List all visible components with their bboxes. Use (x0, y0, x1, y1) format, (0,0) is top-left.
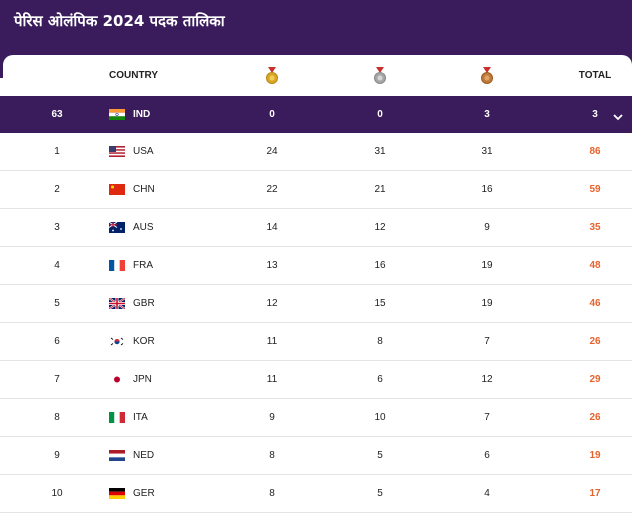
japan-flag-icon (109, 374, 125, 385)
country-code: KOR (133, 336, 155, 347)
silver-count: 16 (374, 260, 386, 271)
bronze-count: 4 (484, 488, 490, 499)
total-count: 17 (589, 488, 601, 499)
silver-count: 21 (374, 184, 386, 195)
silver-count: 15 (374, 298, 386, 309)
rank: 3 (54, 222, 60, 233)
bronze-count: 12 (481, 374, 493, 385)
gold-count: 9 (269, 412, 275, 423)
bronze-count: 19 (481, 298, 493, 309)
bronze-count: 16 (481, 184, 493, 195)
rank: 63 (51, 109, 63, 120)
total-count: 26 (589, 336, 601, 347)
silver-count: 0 (377, 109, 383, 120)
column-country: COUNTRY (109, 70, 159, 81)
table-row[interactable]: 6 KOR 11 8 7 26 (0, 323, 632, 361)
usa-flag-icon (109, 146, 125, 157)
table-row[interactable]: 5 GBR 12 15 19 46 (0, 285, 632, 323)
table-row[interactable]: 3 AUS 14 12 9 35 (0, 209, 632, 247)
gold-count: 8 (269, 488, 275, 499)
italy-flag-icon (109, 412, 125, 423)
total-count: 48 (589, 260, 601, 271)
uk-flag-icon (109, 298, 125, 309)
gold-count: 22 (266, 184, 278, 195)
country-code: JPN (133, 374, 152, 385)
gold-count: 24 (266, 146, 278, 157)
bronze-count: 31 (481, 146, 493, 157)
bronze-count: 7 (484, 336, 490, 347)
silver-medal-icon (373, 66, 387, 85)
bronze-medal-icon (480, 66, 494, 85)
table-row[interactable]: 9 NED 8 5 6 19 (0, 437, 632, 475)
table-row[interactable]: 1 USA 24 31 31 86 (0, 133, 632, 171)
page-title: पेरिस ओलंपिक 2024 पदक तालिका (14, 12, 225, 30)
silver-count: 5 (377, 450, 383, 461)
table-row[interactable]: 4 FRA 13 16 19 48 (0, 247, 632, 285)
gold-count: 13 (266, 260, 278, 271)
total-count: 59 (589, 184, 601, 195)
korea-flag-icon (109, 336, 125, 347)
table-header-row: COUNTRY TOTAL (0, 55, 632, 96)
silver-count: 8 (377, 336, 383, 347)
country-code: CHN (133, 184, 155, 195)
total-count: 26 (589, 412, 601, 423)
bronze-count: 3 (484, 109, 490, 120)
germany-flag-icon (109, 488, 125, 499)
table-row[interactable]: 7 JPN 11 6 12 29 (0, 361, 632, 399)
rank: 5 (54, 298, 60, 309)
netherlands-flag-icon (109, 450, 125, 461)
china-flag-icon (109, 184, 125, 195)
rank: 9 (54, 450, 60, 461)
highlight-row-ind[interactable]: 63 IND 0 0 3 3 (0, 96, 632, 133)
total-count: 35 (589, 222, 601, 233)
silver-count: 31 (374, 146, 386, 157)
total-count: 86 (589, 146, 601, 157)
table-row[interactable]: 10 GER 8 5 4 17 (0, 475, 632, 513)
australia-flag-icon (109, 222, 125, 233)
country-code: ITA (133, 412, 148, 423)
bronze-count: 9 (484, 222, 490, 233)
total-count: 46 (589, 298, 601, 309)
gold-count: 14 (266, 222, 278, 233)
silver-count: 12 (374, 222, 386, 233)
country-code: IND (133, 109, 151, 120)
france-flag-icon (109, 260, 125, 271)
country-code: NED (133, 450, 155, 461)
total-count: 29 (589, 374, 601, 385)
gold-medal-icon (265, 66, 279, 85)
table-row[interactable]: 8 ITA 9 10 7 26 (0, 399, 632, 437)
silver-count: 6 (377, 374, 383, 385)
rank: 8 (54, 412, 60, 423)
country-code: AUS (133, 222, 154, 233)
chevron-down-icon[interactable] (612, 108, 624, 121)
country-code: FRA (133, 260, 153, 271)
india-flag-icon (109, 109, 125, 120)
rank: 4 (54, 260, 60, 271)
gold-count: 12 (266, 298, 278, 309)
gold-count: 8 (269, 450, 275, 461)
gold-count: 11 (266, 374, 278, 385)
table-row[interactable]: 2 CHN 22 21 16 59 (0, 171, 632, 209)
bronze-count: 6 (484, 450, 490, 461)
rank: 2 (54, 184, 60, 195)
rank: 6 (54, 336, 60, 347)
rank: 10 (51, 488, 63, 499)
country-code: USA (133, 146, 154, 157)
country-code: GBR (133, 298, 155, 309)
total-count: 19 (589, 450, 601, 461)
rank: 1 (54, 146, 60, 157)
total-count: 3 (592, 109, 598, 120)
bronze-count: 19 (481, 260, 493, 271)
silver-count: 5 (377, 488, 383, 499)
country-code: GER (133, 488, 155, 499)
gold-count: 0 (269, 109, 275, 120)
bronze-count: 7 (484, 412, 490, 423)
column-total: TOTAL (578, 70, 612, 81)
silver-count: 10 (374, 412, 386, 423)
gold-count: 11 (266, 336, 278, 347)
rank: 7 (54, 374, 60, 385)
